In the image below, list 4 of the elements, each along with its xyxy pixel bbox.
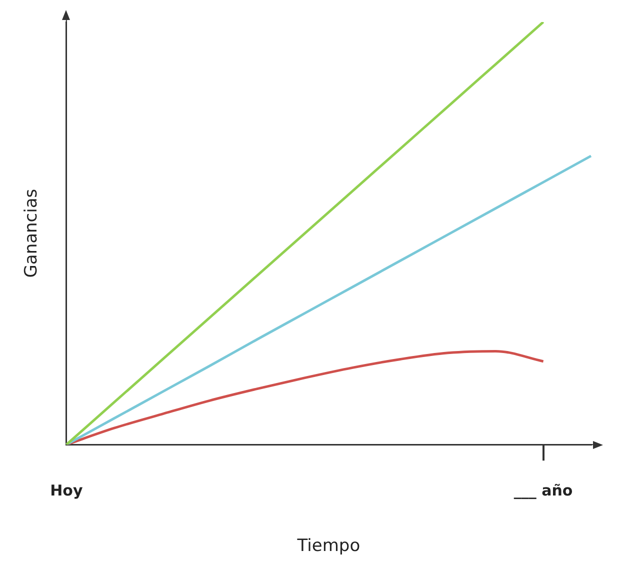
x-axis-title: Tiempo	[296, 536, 360, 556]
x-tick-label: ___ año	[514, 481, 573, 500]
y-axis-title: Ganancias	[22, 188, 42, 278]
x-tick-label: Hoy	[50, 481, 83, 500]
